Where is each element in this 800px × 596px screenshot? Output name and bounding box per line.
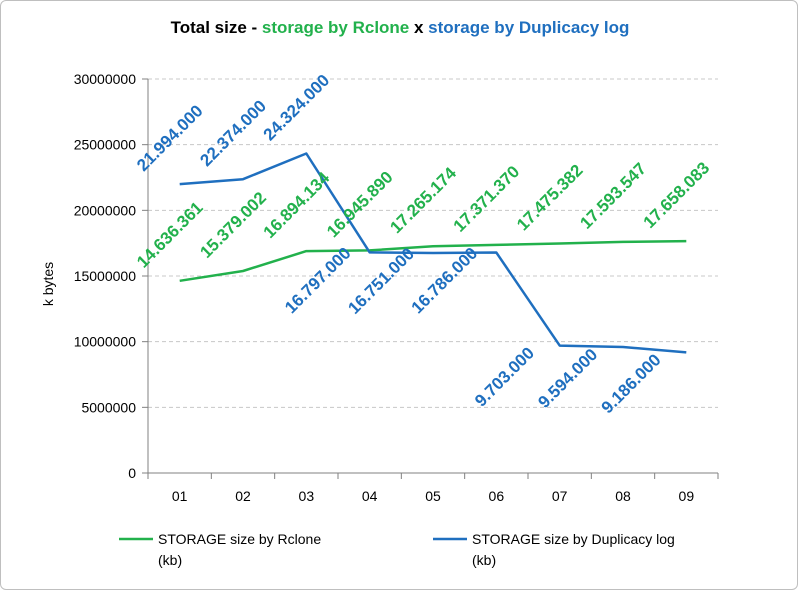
series-lines (179, 152, 687, 354)
legend: STORAGE size by Rclone (kb) STORAGE size b… (119, 531, 675, 568)
x-tick-label: 01 (172, 488, 188, 504)
data-label: 17.265.174 (386, 163, 460, 237)
data-label: 17.371.370 (450, 162, 524, 236)
data-label: 16.894.134 (260, 168, 334, 242)
chart-title-part: storage by Duplicacy log (428, 18, 629, 37)
chart-title-part: Total size - (171, 18, 262, 37)
series-line-1 (179, 239, 687, 283)
x-tick-label: 03 (299, 488, 315, 504)
x-tick-label: 04 (362, 488, 378, 504)
legend-entry: STORAGE size by Rclone (158, 531, 321, 547)
chart-title: Total size - storage by Rclone x storage… (171, 18, 630, 37)
data-label: 17.475.382 (513, 161, 587, 235)
chart-title-part: storage by Rclone (262, 18, 409, 37)
x-tick-label: 06 (489, 488, 505, 504)
y-tick-label: 20000000 (74, 202, 137, 218)
x-tick-label: 05 (425, 488, 441, 504)
data-label: 16.945.890 (323, 168, 397, 242)
gridlines (148, 78, 718, 408)
x-tick-label: 08 (615, 488, 631, 504)
series-line-2 (179, 152, 687, 354)
y-tick-label: 5000000 (81, 399, 136, 415)
data-label: 14.636.361 (133, 198, 207, 272)
x-tick-label: 07 (552, 488, 568, 504)
data-label: 9.594.000 (534, 345, 601, 412)
y-tick-label: 0 (128, 465, 136, 481)
y-tick-label: 30000000 (74, 71, 137, 87)
legend-entry: (kb) (158, 552, 182, 568)
x-axis: 01 02 03 04 05 06 07 08 09 (147, 472, 719, 504)
data-label: 15.379.002 (196, 188, 270, 262)
y-tick-label: 10000000 (74, 334, 137, 350)
data-label: 16.751.000 (344, 244, 418, 318)
data-label: 17.658.083 (640, 158, 714, 232)
data-label: 9.703.000 (471, 344, 538, 411)
data-label: 24.324.000 (260, 71, 334, 145)
y-tick-label: 25000000 (74, 137, 137, 153)
data-label: 22.374.000 (196, 96, 270, 170)
x-tick-label: 02 (235, 488, 251, 504)
data-label: 16.786.000 (408, 244, 482, 318)
legend-entry: (kb) (472, 552, 496, 568)
chart-title-part: x (409, 18, 428, 37)
y-axis-label: k bytes (40, 262, 56, 306)
data-label: 17.593.547 (576, 159, 650, 233)
data-label: 21.994.000 (133, 101, 207, 175)
legend-entry: STORAGE size by Duplicacy log (472, 531, 675, 547)
y-axis: 0 5000000 10000000 15000000 20000000 25000000… (74, 71, 149, 481)
data-labels: 14.636.36115.379.00216.894.13416.945.890… (133, 71, 713, 418)
x-tick-label: 09 (679, 488, 695, 504)
y-tick-label: 15000000 (74, 268, 137, 284)
